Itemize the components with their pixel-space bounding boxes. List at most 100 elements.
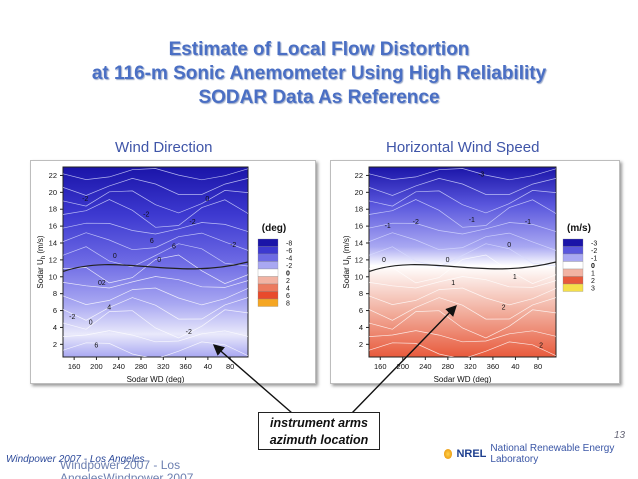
legend-swatch [257, 283, 279, 292]
legend-swatch [562, 283, 584, 292]
contour-label: 0 [157, 257, 161, 264]
y-tick-label: 22 [355, 171, 363, 180]
x-tick-label: 280 [135, 362, 148, 371]
legend-swatch [257, 276, 279, 285]
contour-line [63, 190, 248, 214]
contour-label: 4 [107, 305, 111, 312]
legend-swatch [257, 261, 279, 270]
contour-line [63, 243, 248, 268]
contour-line [369, 243, 556, 268]
nrel-logo: NREL National Renewable Energy Laborator… [444, 443, 638, 465]
x-tick-label: 160 [374, 362, 387, 371]
y-tick-label: 8 [53, 289, 57, 298]
contour-line [63, 199, 248, 228]
x-tick-label: 200 [397, 362, 410, 371]
y-tick-label: 4 [359, 323, 363, 332]
legend-title: (deg) [262, 223, 286, 234]
wind-direction-panel: -2 -2 -2 -2 -2 -2 0 0 0 0 0 2 4 6 6 6 2 4 6 8 10 12 14 16 18 20 22… [30, 160, 316, 384]
contour-label: 0 [446, 257, 450, 264]
legend-swatch [257, 253, 279, 262]
legend-label: -3 [591, 241, 597, 248]
legend-swatch [562, 238, 584, 247]
legend-swatch [562, 276, 584, 285]
callout-line-2: azimuth location [269, 433, 369, 447]
x-tick-label: 320 [464, 362, 477, 371]
contour-label: 2 [539, 343, 543, 350]
contour-line [369, 168, 556, 181]
x-tick-label: 160 [68, 362, 81, 371]
contour-line [63, 254, 248, 284]
contour-line [369, 276, 556, 289]
legend-label: 0 [286, 271, 290, 278]
legend-swatch [562, 268, 584, 277]
wind-speed-panel: -3 -2 -1 -1 -1 0 0 0 1 1 2 2 2 4 6 8 10 12 14 16 18 20 22 160 20… [330, 160, 620, 384]
contour-label: 0 [89, 320, 93, 327]
contour-lines [369, 168, 556, 357]
y-tick-label: 22 [49, 171, 57, 180]
legend-label: -2 [591, 248, 597, 255]
legend-label: -8 [286, 241, 292, 248]
instrument-arms-callout: instrument arms azimuth location [258, 412, 380, 450]
y-tick-label: 10 [49, 272, 57, 281]
x-tick-label: 40 [204, 362, 212, 371]
contour-line [369, 199, 556, 228]
contour-label: -2 [186, 329, 192, 336]
contour-label: 6 [172, 244, 176, 251]
contour-line [63, 276, 248, 289]
legend-label: 8 [286, 301, 290, 308]
x-axis-label: Sodar WD (deg) [127, 375, 185, 383]
contour-line [63, 309, 248, 339]
legend-swatch [257, 291, 279, 300]
legend-label: 2 [591, 278, 595, 285]
x-tick-label: 240 [112, 362, 125, 371]
contour-line [63, 232, 248, 251]
contour-label: -2 [82, 196, 88, 203]
contour-label: -1 [469, 217, 475, 224]
contour-line [63, 168, 248, 181]
y-tick-label: 16 [49, 222, 57, 231]
contour-label: -1 [525, 219, 531, 226]
title-line-1: Estimate of Local Flow Distortion [168, 39, 470, 60]
x-tick-label: 200 [90, 362, 103, 371]
contour-line [369, 254, 556, 284]
legend-swatch [257, 268, 279, 277]
y-tick-label: 14 [355, 239, 363, 248]
contour-label: -2 [189, 219, 195, 226]
y-tick-label: 18 [355, 205, 363, 214]
contour-label: 0 [507, 242, 511, 249]
wind-speed-title: Horizontal Wind Speed [386, 139, 540, 156]
y-axis-label: Sodar Uh (m/s) [342, 235, 353, 288]
lab-name: National Renewable Energy Laboratory [490, 443, 615, 465]
legend-label: -6 [286, 248, 292, 255]
footer-ghost-text: Windpower 2007 - Los AngelesWindpower 20… [60, 459, 194, 479]
contour-line [369, 232, 556, 251]
callout-line-1: instrument arms [270, 416, 368, 430]
legend-label: 1 [591, 271, 595, 278]
contour-label: 0 [382, 257, 386, 264]
contour-label: -2 [413, 219, 419, 226]
contour-label: -2 [230, 242, 236, 249]
y-axis-label: Sodar Uh (m/s) [36, 235, 47, 288]
contour-label: -1 [385, 223, 391, 230]
contour-label: 2 [502, 305, 506, 312]
y-tick-label: 20 [49, 188, 57, 197]
x-tick-label: 320 [157, 362, 170, 371]
legend-label: -4 [286, 256, 292, 263]
y-tick-label: 2 [359, 340, 363, 349]
y-tick-label: 20 [355, 188, 363, 197]
contour-lines [63, 168, 248, 357]
contour-line [369, 190, 556, 214]
legend-swatch [257, 298, 279, 307]
contour-label: 1 [513, 274, 517, 281]
legend-label: 0 [591, 263, 595, 270]
contour-line [369, 222, 556, 235]
legend-label: 6 [286, 293, 290, 300]
sun-icon [444, 449, 453, 459]
y-tick-label: 12 [49, 255, 57, 264]
y-tick-label: 18 [49, 205, 57, 214]
contour-label: -2 [143, 211, 149, 218]
x-tick-label: 40 [511, 362, 519, 371]
legend-label: 3 [591, 286, 595, 293]
wind-direction-chart: -2-2-2-2-2-20000024666246810121416182022… [36, 166, 292, 383]
